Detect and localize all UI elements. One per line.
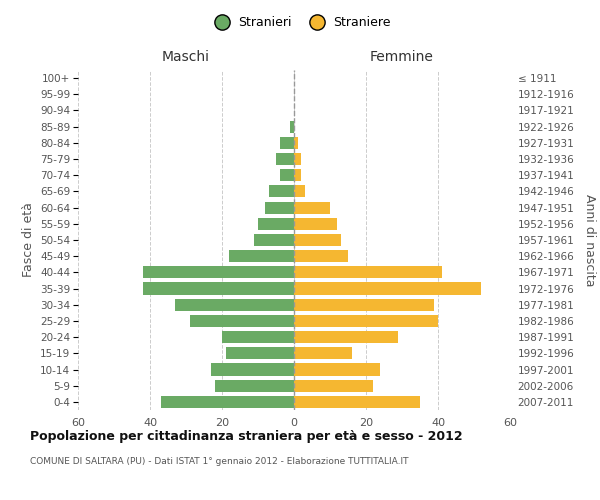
Text: Popolazione per cittadinanza straniera per età e sesso - 2012: Popolazione per cittadinanza straniera p… [30, 430, 463, 443]
Bar [276, 153, 294, 165]
Bar [294, 202, 330, 213]
Y-axis label: Fasce di età: Fasce di età [22, 202, 35, 278]
Bar [143, 282, 294, 294]
Bar [294, 266, 442, 278]
Bar [269, 186, 294, 198]
Bar [294, 250, 348, 262]
Bar [254, 234, 294, 246]
Bar [294, 364, 380, 376]
Bar [143, 266, 294, 278]
Bar [294, 169, 301, 181]
Bar [294, 218, 337, 230]
Bar [294, 315, 438, 327]
Bar [294, 234, 341, 246]
Bar [294, 186, 305, 198]
Bar [294, 396, 420, 408]
Legend: Stranieri, Straniere: Stranieri, Straniere [205, 11, 395, 34]
Bar [294, 380, 373, 392]
Y-axis label: Anni di nascita: Anni di nascita [583, 194, 596, 286]
Bar [226, 348, 294, 360]
Text: Femmine: Femmine [370, 50, 434, 64]
Bar [222, 331, 294, 343]
Bar [290, 120, 294, 132]
Bar [280, 169, 294, 181]
Text: COMUNE DI SALTARA (PU) - Dati ISTAT 1° gennaio 2012 - Elaborazione TUTTITALIA.IT: COMUNE DI SALTARA (PU) - Dati ISTAT 1° g… [30, 458, 409, 466]
Bar [294, 282, 481, 294]
Bar [258, 218, 294, 230]
Bar [294, 137, 298, 149]
Bar [175, 298, 294, 311]
Bar [294, 298, 434, 311]
Bar [294, 348, 352, 360]
Bar [280, 137, 294, 149]
Bar [161, 396, 294, 408]
Bar [265, 202, 294, 213]
Bar [229, 250, 294, 262]
Bar [294, 153, 301, 165]
Bar [190, 315, 294, 327]
Bar [294, 331, 398, 343]
Bar [211, 364, 294, 376]
Bar [215, 380, 294, 392]
Text: Maschi: Maschi [162, 50, 210, 64]
